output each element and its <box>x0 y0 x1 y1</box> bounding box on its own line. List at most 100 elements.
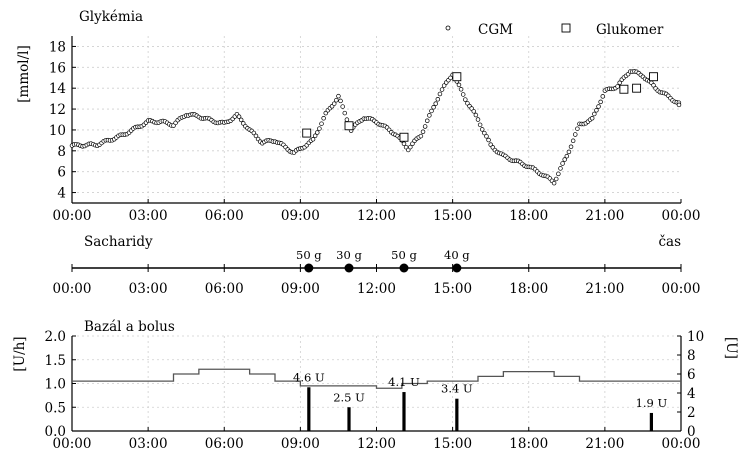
glucose-xtick-label: 09:00 <box>281 208 320 224</box>
glucose-xtick-label: 03:00 <box>129 208 168 224</box>
cgm-point <box>439 87 445 92</box>
cgm-point <box>676 102 682 108</box>
cgm-point <box>598 99 603 105</box>
bolus-ylabel: [U] <box>723 337 739 359</box>
cgm-point <box>479 127 485 132</box>
cgm-point <box>573 132 578 137</box>
cgm-point <box>315 130 320 135</box>
basal-ytick-label: 0.5 <box>45 400 66 416</box>
cgm-point <box>241 121 246 126</box>
cgm-point <box>477 122 483 128</box>
glucose-ytick-label: 16 <box>49 60 66 76</box>
cgm-point <box>336 93 341 99</box>
cgm-point <box>338 98 343 104</box>
cgm-point <box>471 109 477 114</box>
bolus-ytick-label: 4 <box>687 386 696 402</box>
cgm-point <box>334 97 339 103</box>
bolus-ytick-label: 6 <box>687 367 696 383</box>
basal-xtick-label: 18:00 <box>509 436 548 452</box>
bolus-bar <box>649 412 653 431</box>
glucose-title: Glykémia <box>79 9 143 25</box>
glucose-ytick-label: 8 <box>57 144 66 160</box>
glucose-ytick-label: 14 <box>49 81 66 97</box>
bolus-bar <box>455 398 459 431</box>
cgm-point <box>435 97 441 102</box>
cgm-point <box>317 126 322 131</box>
carbs-xtick-label: 21:00 <box>585 281 624 297</box>
glucose-ytick-label: 10 <box>49 123 66 139</box>
cgm-point <box>437 91 443 97</box>
cgm-point <box>251 130 257 136</box>
carbs-xtick-label: 00:00 <box>53 281 92 297</box>
cgm-point <box>556 171 561 177</box>
bolus-bar <box>347 407 351 431</box>
legend-cgm-label: CGM <box>478 22 513 38</box>
carbs-xlabel: čas <box>658 234 681 250</box>
cgm-point <box>331 101 337 106</box>
cgm-point <box>456 82 462 88</box>
carbs-xtick-label: 18:00 <box>509 281 548 297</box>
cgm-point <box>568 144 574 150</box>
cgm-point <box>463 97 468 102</box>
bolus-bar <box>307 387 311 431</box>
cgm-point <box>475 117 481 122</box>
bolus-ytick-label: 8 <box>687 348 696 364</box>
cgm-point <box>427 113 432 118</box>
glucose-xtick-label: 15:00 <box>433 208 472 224</box>
cgm-point <box>486 137 491 143</box>
glukomer-point <box>452 72 462 82</box>
cgm-point <box>420 129 426 135</box>
basal-xtick-label: 15:00 <box>433 436 472 452</box>
bolus-ytick-label: 0 <box>687 424 696 440</box>
cgm-point <box>310 137 316 142</box>
cgm-point <box>238 117 244 123</box>
cgm-series <box>69 69 682 186</box>
basal-ylabel: [U/h] <box>12 336 28 371</box>
cgm-point <box>615 84 620 89</box>
carbs-event-label: 30 g <box>336 248 362 262</box>
carbs-title: Sacharidy <box>84 234 153 250</box>
glucose-ytick-label: 18 <box>49 39 66 55</box>
cgm-point <box>431 105 436 110</box>
glucose-ylabel: [mmol/l] <box>16 45 32 102</box>
cgm-point <box>482 130 487 136</box>
glucose-xtick-label: 06:00 <box>205 208 244 224</box>
cgm-point <box>553 176 559 182</box>
basal-title: Bazál a bolus <box>84 319 175 335</box>
cgm-point <box>473 112 479 118</box>
cgm-point <box>558 166 563 171</box>
cgm-point <box>323 110 329 116</box>
cgm-point <box>441 83 447 88</box>
cgm-point <box>405 147 411 153</box>
cgm-point <box>418 133 424 139</box>
cgm-point <box>429 108 434 114</box>
basal-xtick-label: 00:00 <box>662 436 701 452</box>
legend-glukomer-marker <box>561 23 571 33</box>
glucose-ytick-label: 12 <box>49 102 66 118</box>
legend-glukomer-label: Glukomer <box>596 22 664 38</box>
glucose-xtick-label: 18:00 <box>509 208 548 224</box>
carbs-xtick-label: 06:00 <box>205 281 244 297</box>
cgm-point <box>408 144 413 150</box>
basal-ytick-label: 1.0 <box>45 377 66 393</box>
glucose-ytick-label: 6 <box>57 165 66 181</box>
basal-xtick-label: 03:00 <box>129 436 168 452</box>
glukomer-series <box>302 72 658 142</box>
cgm-point <box>458 87 464 92</box>
legend-cgm-marker <box>445 25 451 31</box>
basal-xtick-label: 12:00 <box>357 436 396 452</box>
carbs-event-marker <box>344 263 354 273</box>
cgm-point <box>566 149 572 155</box>
glucose-xtick-label: 12:00 <box>357 208 396 224</box>
cgm-point <box>570 138 576 144</box>
basal-xtick-label: 21:00 <box>585 436 624 452</box>
cgm-point <box>344 117 350 122</box>
basal-ytick-label: 1.5 <box>45 353 66 369</box>
cgm-point <box>592 111 597 117</box>
cgm-point <box>312 133 318 139</box>
cgm-point <box>460 92 466 97</box>
basal-xtick-label: 00:00 <box>53 436 92 452</box>
glukomer-point <box>344 121 354 131</box>
carbs-event-label: 50 g <box>296 248 322 262</box>
